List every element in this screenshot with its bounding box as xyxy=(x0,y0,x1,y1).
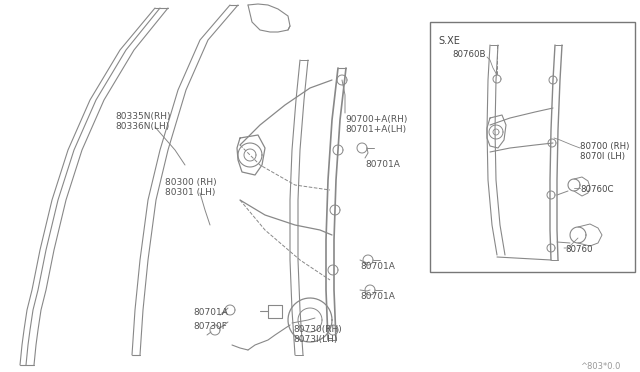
Text: ^803*0.0: ^803*0.0 xyxy=(580,362,620,371)
Text: 80336N(LH): 80336N(LH) xyxy=(115,122,169,131)
Text: 80701+A(LH): 80701+A(LH) xyxy=(345,125,406,134)
Text: 80700 (RH): 80700 (RH) xyxy=(580,142,629,151)
Text: 80730(RH): 80730(RH) xyxy=(293,325,342,334)
Text: 8070l (LH): 8070l (LH) xyxy=(580,152,625,161)
Text: 80301 (LH): 80301 (LH) xyxy=(165,188,216,197)
Text: 80730F: 80730F xyxy=(193,322,227,331)
Text: 80760C: 80760C xyxy=(580,185,614,194)
Text: 80701A: 80701A xyxy=(360,262,395,271)
Text: 80701A: 80701A xyxy=(365,160,400,169)
Text: 90700+A(RH): 90700+A(RH) xyxy=(345,115,408,124)
Text: S.XE: S.XE xyxy=(438,36,460,46)
Text: 8073l(LH): 8073l(LH) xyxy=(293,335,337,344)
Text: 80701A: 80701A xyxy=(193,308,228,317)
Text: 80760B: 80760B xyxy=(452,50,486,59)
Text: 80300 (RH): 80300 (RH) xyxy=(165,178,216,187)
Bar xyxy=(430,22,635,272)
Text: 80335N(RH): 80335N(RH) xyxy=(115,112,170,121)
Text: 80701A: 80701A xyxy=(360,292,395,301)
Text: 80760: 80760 xyxy=(565,245,593,254)
